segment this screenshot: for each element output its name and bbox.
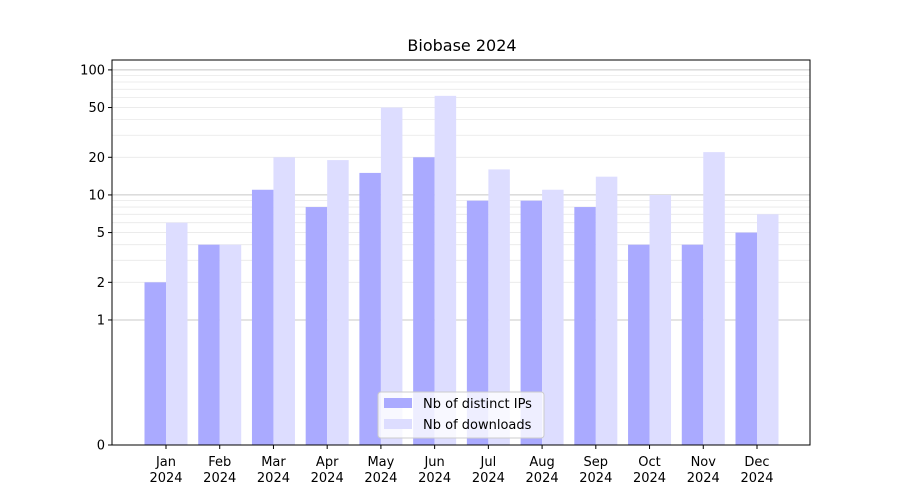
x-tick-label-month: Nov	[691, 455, 717, 470]
legend-label-ips: Nb of distinct IPs	[423, 397, 532, 412]
grid	[112, 69, 810, 321]
y-tick-label: 10	[88, 188, 105, 203]
y-tick-label: 100	[80, 63, 105, 78]
x-tick-label-month: Jun	[423, 455, 444, 470]
bar-ips	[413, 157, 435, 445]
x-tick-label-year: 2024	[740, 471, 773, 486]
bar-ips	[144, 282, 166, 445]
bar-downloads	[595, 176, 618, 445]
bar-ips	[574, 207, 596, 445]
x-tick-label-month: Feb	[208, 455, 231, 470]
bar-ips	[628, 244, 650, 445]
x-axis: Jan2024Feb2024Mar2024Apr2024May2024Jun20…	[149, 445, 774, 486]
x-tick-label-month: Jul	[480, 455, 497, 470]
x-tick-label-year: 2024	[579, 471, 612, 486]
legend-box	[377, 391, 545, 439]
y-tick-label: 50	[88, 101, 105, 116]
y-tick-label: 2	[97, 276, 105, 291]
bar-ips	[305, 207, 328, 445]
y-tick-label: 1	[97, 313, 105, 328]
y-axis: 0 1 2 5 10 20 50 100	[80, 63, 112, 454]
y-tick-label: 5	[97, 226, 105, 241]
bar-ips	[251, 189, 274, 445]
plot-frame	[111, 59, 811, 446]
bar-downloads	[488, 169, 510, 445]
x-tick-label-year: 2024	[203, 471, 236, 486]
x-tick-label-month: Aug	[529, 455, 554, 470]
x-tick-label-year: 2024	[364, 471, 397, 486]
x-tick-label-year: 2024	[418, 471, 451, 486]
bar-ips	[359, 172, 381, 445]
bar-downloads	[166, 222, 188, 445]
bar-ips	[198, 244, 220, 445]
x-tick-label-year: 2024	[257, 471, 290, 486]
bar-ips	[466, 200, 489, 445]
bar-downloads	[757, 214, 779, 445]
y-tick-label: 0	[97, 439, 105, 454]
x-tick-label-month: Mar	[261, 455, 286, 470]
bar-downloads	[434, 95, 457, 446]
x-tick-label-month: Dec	[744, 455, 769, 470]
bar-ips	[520, 200, 543, 445]
x-tick-label-month: Oct	[638, 455, 660, 470]
bar-ips	[735, 232, 757, 445]
bars	[144, 95, 779, 446]
x-tick-label-year: 2024	[311, 471, 344, 486]
bar-downloads	[542, 189, 564, 445]
y-tick-label: 20	[88, 151, 105, 166]
bar-downloads	[649, 194, 672, 445]
x-tick-label-year: 2024	[687, 471, 720, 486]
x-tick-label-month: Jan	[155, 455, 176, 470]
legend-swatch-ips	[384, 398, 412, 408]
legend-label-downloads: Nb of downloads	[423, 418, 532, 433]
legend: Nb of distinct IPs Nb of downloads	[377, 391, 545, 439]
x-tick-label-year: 2024	[633, 471, 666, 486]
legend-swatch-downloads	[384, 419, 412, 429]
x-tick-label-month: May	[367, 455, 394, 470]
x-tick-label-month: Sep	[584, 455, 609, 470]
bar-downloads	[327, 160, 349, 445]
x-tick-label-month: Apr	[316, 455, 339, 470]
bar-downloads	[219, 244, 242, 445]
bar-downloads	[703, 152, 725, 445]
x-tick-label-year: 2024	[149, 471, 182, 486]
bar-ips	[681, 244, 704, 445]
bar-downloads	[273, 157, 295, 445]
x-tick-label-year: 2024	[526, 471, 559, 486]
bar-downloads	[380, 107, 403, 446]
x-tick-label-year: 2024	[472, 471, 505, 486]
chart-title: Biobase 2024	[407, 36, 516, 55]
